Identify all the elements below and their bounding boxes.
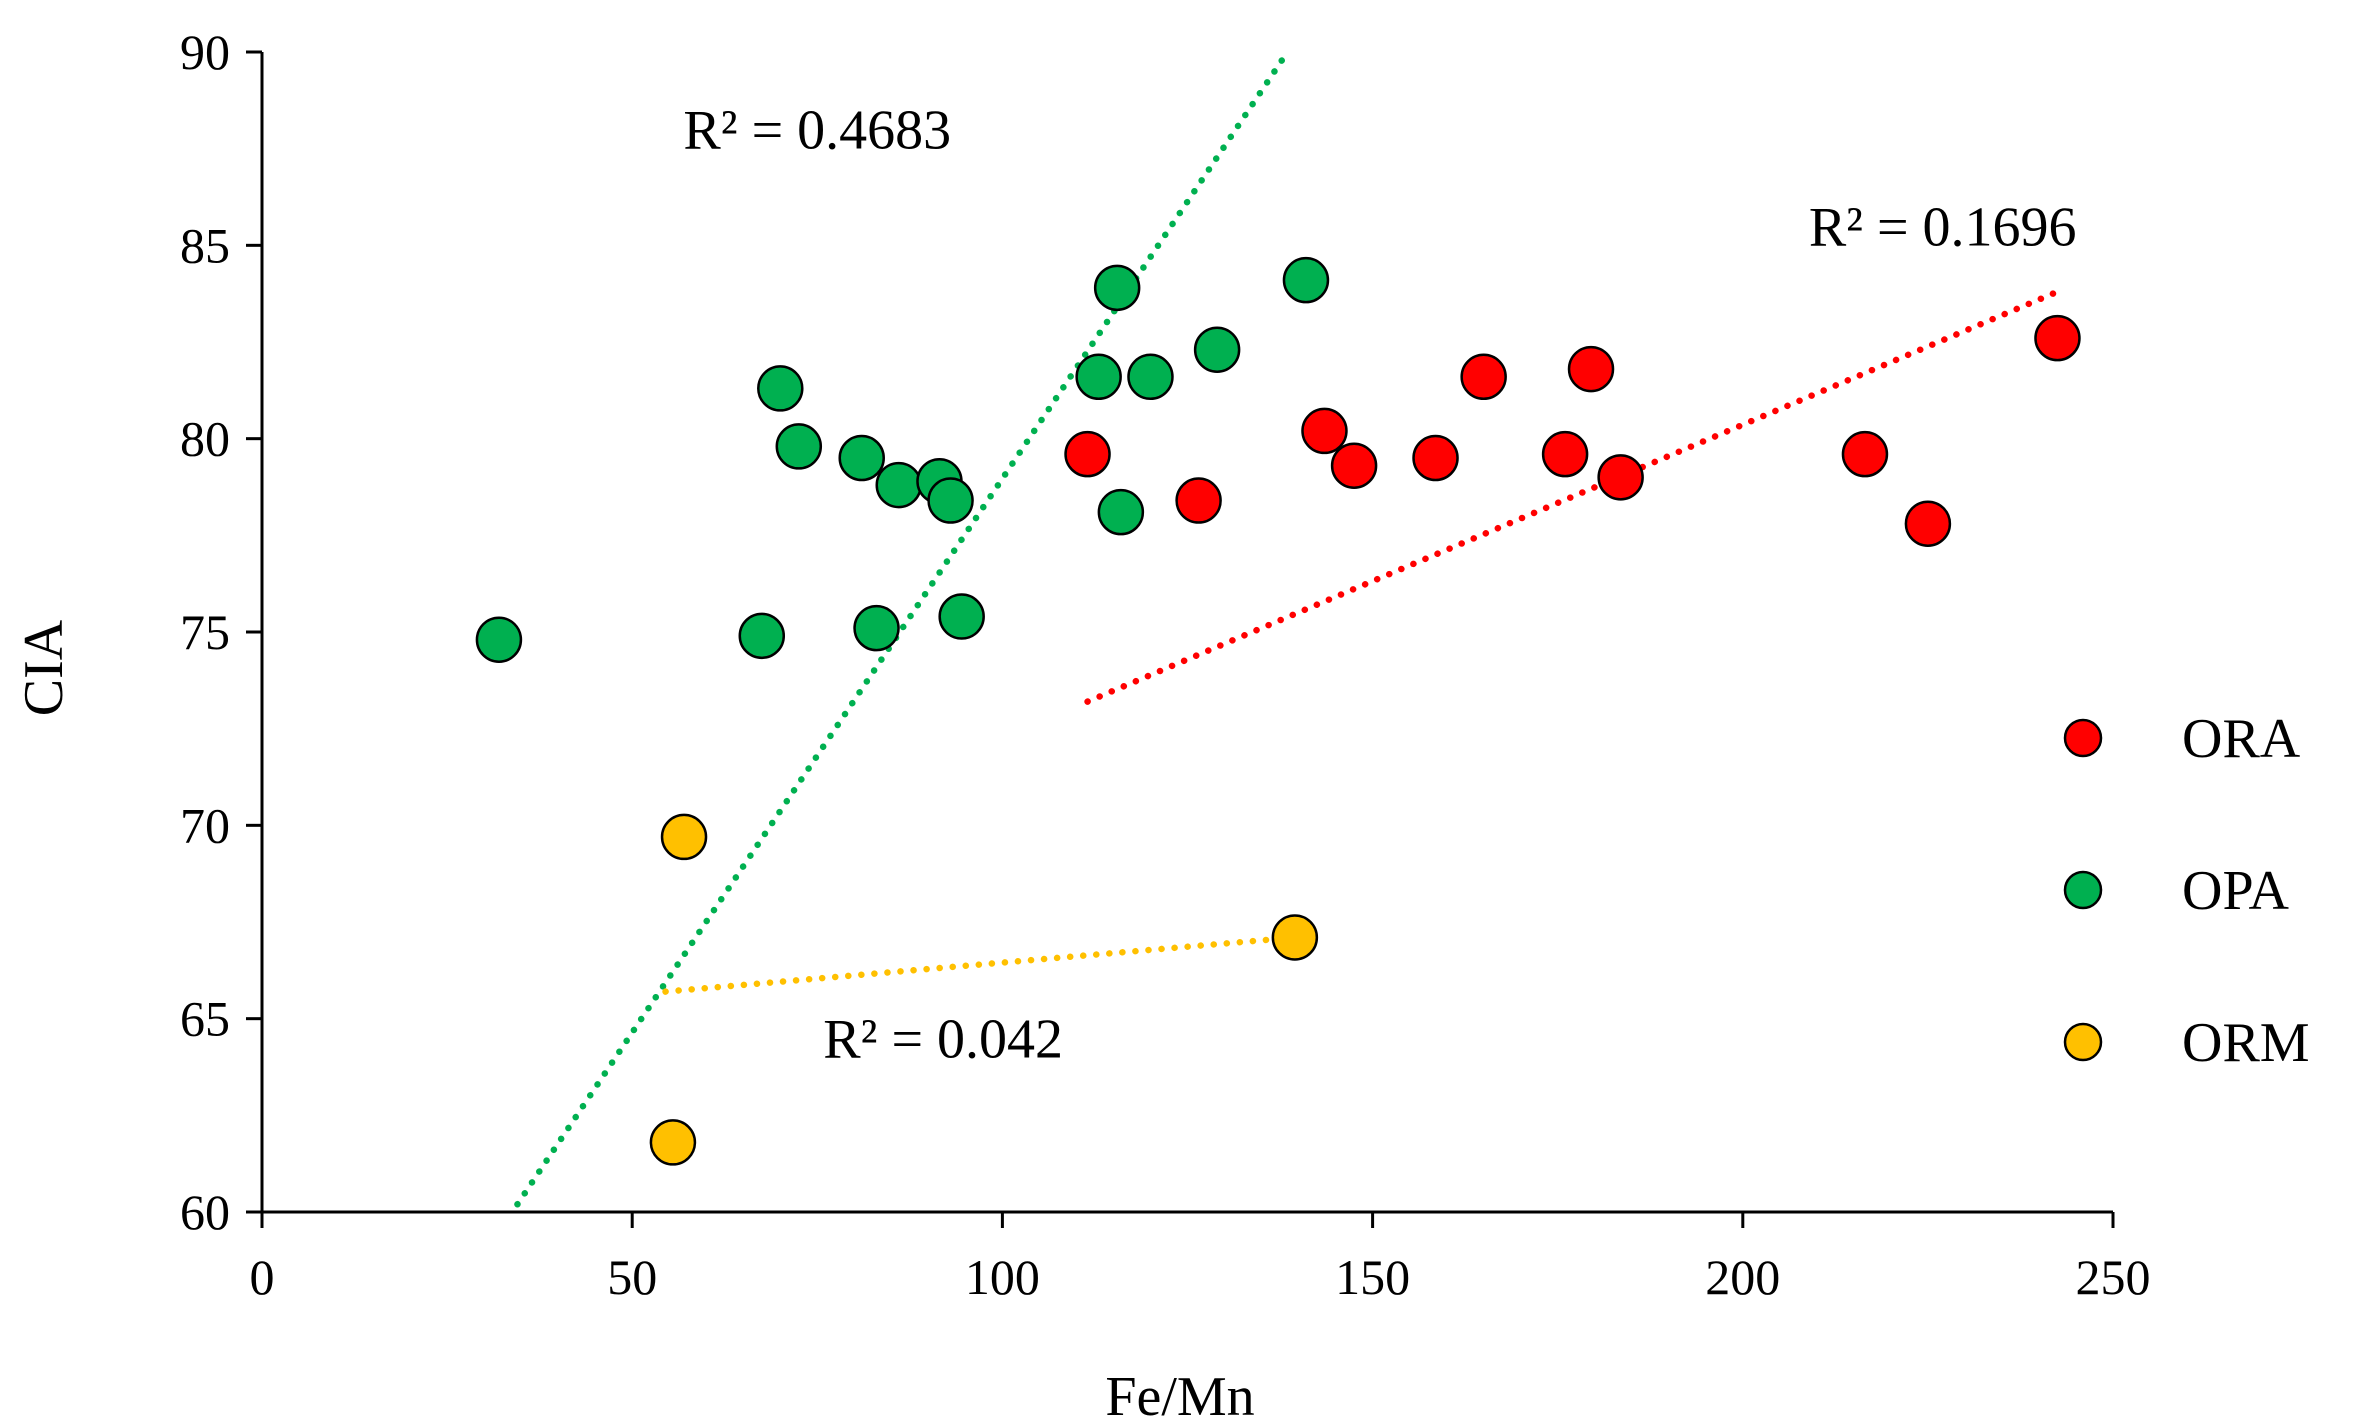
x-tick-label: 100 bbox=[965, 1249, 1040, 1305]
opa-point bbox=[1282, 256, 1330, 304]
y-tick-label: 90 bbox=[180, 24, 230, 80]
y-axis-title: CIA bbox=[13, 619, 75, 716]
opa-point bbox=[1193, 326, 1241, 373]
ora-point bbox=[1330, 442, 1378, 489]
r2-annotations: R² = 0.1696 R² = 0.4683 R² = 0.042 bbox=[683, 100, 2076, 1071]
legend-marker-opa bbox=[2063, 870, 2103, 910]
legend-label-orm: ORM bbox=[2182, 1012, 2310, 1074]
data-points bbox=[475, 256, 2081, 1166]
opa-point bbox=[875, 461, 922, 509]
axes: 60 65 70 75 80 85 90 0 50 100 150 200 250 bbox=[180, 24, 2151, 1305]
y-tick-label: 60 bbox=[180, 1184, 230, 1240]
legend: ORA OPA ORM bbox=[2063, 708, 2310, 1074]
opa-point bbox=[1093, 264, 1141, 312]
opa-point bbox=[738, 612, 786, 660]
y-tick-label: 70 bbox=[180, 797, 230, 853]
ora-point bbox=[1904, 500, 1952, 547]
ora-point bbox=[1460, 353, 1507, 401]
opa-point bbox=[475, 616, 523, 663]
orm-trendline bbox=[662, 934, 1299, 995]
x-tick-label: 150 bbox=[1335, 1249, 1410, 1305]
opa-point bbox=[938, 593, 985, 640]
ora-point bbox=[1567, 345, 1615, 393]
ora-point bbox=[1064, 430, 1111, 478]
ora-point bbox=[1175, 477, 1222, 524]
y-tick-label: 80 bbox=[180, 411, 230, 467]
orm-point bbox=[649, 1119, 697, 1166]
ora-point bbox=[2034, 314, 2081, 362]
ora-point bbox=[1841, 430, 1889, 478]
opa-point bbox=[927, 477, 974, 524]
opa-point bbox=[838, 434, 885, 482]
opa-point bbox=[853, 604, 900, 652]
legend-marker-orm bbox=[2063, 1022, 2103, 1062]
ora-point bbox=[1301, 407, 1348, 455]
opa-point bbox=[757, 365, 804, 412]
orm-point bbox=[660, 813, 708, 861]
x-tick-label: 50 bbox=[607, 1249, 657, 1305]
x-tick-label: 0 bbox=[250, 1249, 275, 1305]
legend-label-ora: ORA bbox=[2182, 708, 2301, 770]
ora-point bbox=[1412, 434, 1459, 482]
x-axis-title: Fe/Mn bbox=[1105, 1366, 1254, 1427]
opa-trendline bbox=[514, 48, 1291, 1208]
opa-point bbox=[1075, 353, 1122, 401]
ora-trendline bbox=[1084, 288, 2061, 705]
y-tick-label: 65 bbox=[180, 991, 230, 1047]
opa-point bbox=[1097, 488, 1145, 536]
opa-point bbox=[1127, 353, 1174, 401]
y-tick-label: 75 bbox=[180, 604, 230, 660]
orm-r2-label: R² = 0.042 bbox=[823, 1008, 1063, 1070]
trendlines bbox=[514, 48, 2061, 1208]
legend-label-opa: OPA bbox=[2182, 860, 2289, 922]
ora-r2-label: R² = 0.1696 bbox=[1809, 196, 2077, 258]
ora-point bbox=[1597, 454, 1644, 501]
y-tick-label: 85 bbox=[180, 217, 230, 273]
opa-r2-label: R² = 0.4683 bbox=[683, 100, 951, 162]
x-tick-label: 200 bbox=[1705, 1249, 1780, 1305]
orm-point bbox=[1271, 914, 1319, 961]
x-tick-label: 250 bbox=[2076, 1249, 2151, 1305]
opa-point bbox=[775, 423, 823, 470]
ora-point bbox=[1541, 430, 1589, 478]
legend-marker-ora bbox=[2063, 718, 2103, 758]
